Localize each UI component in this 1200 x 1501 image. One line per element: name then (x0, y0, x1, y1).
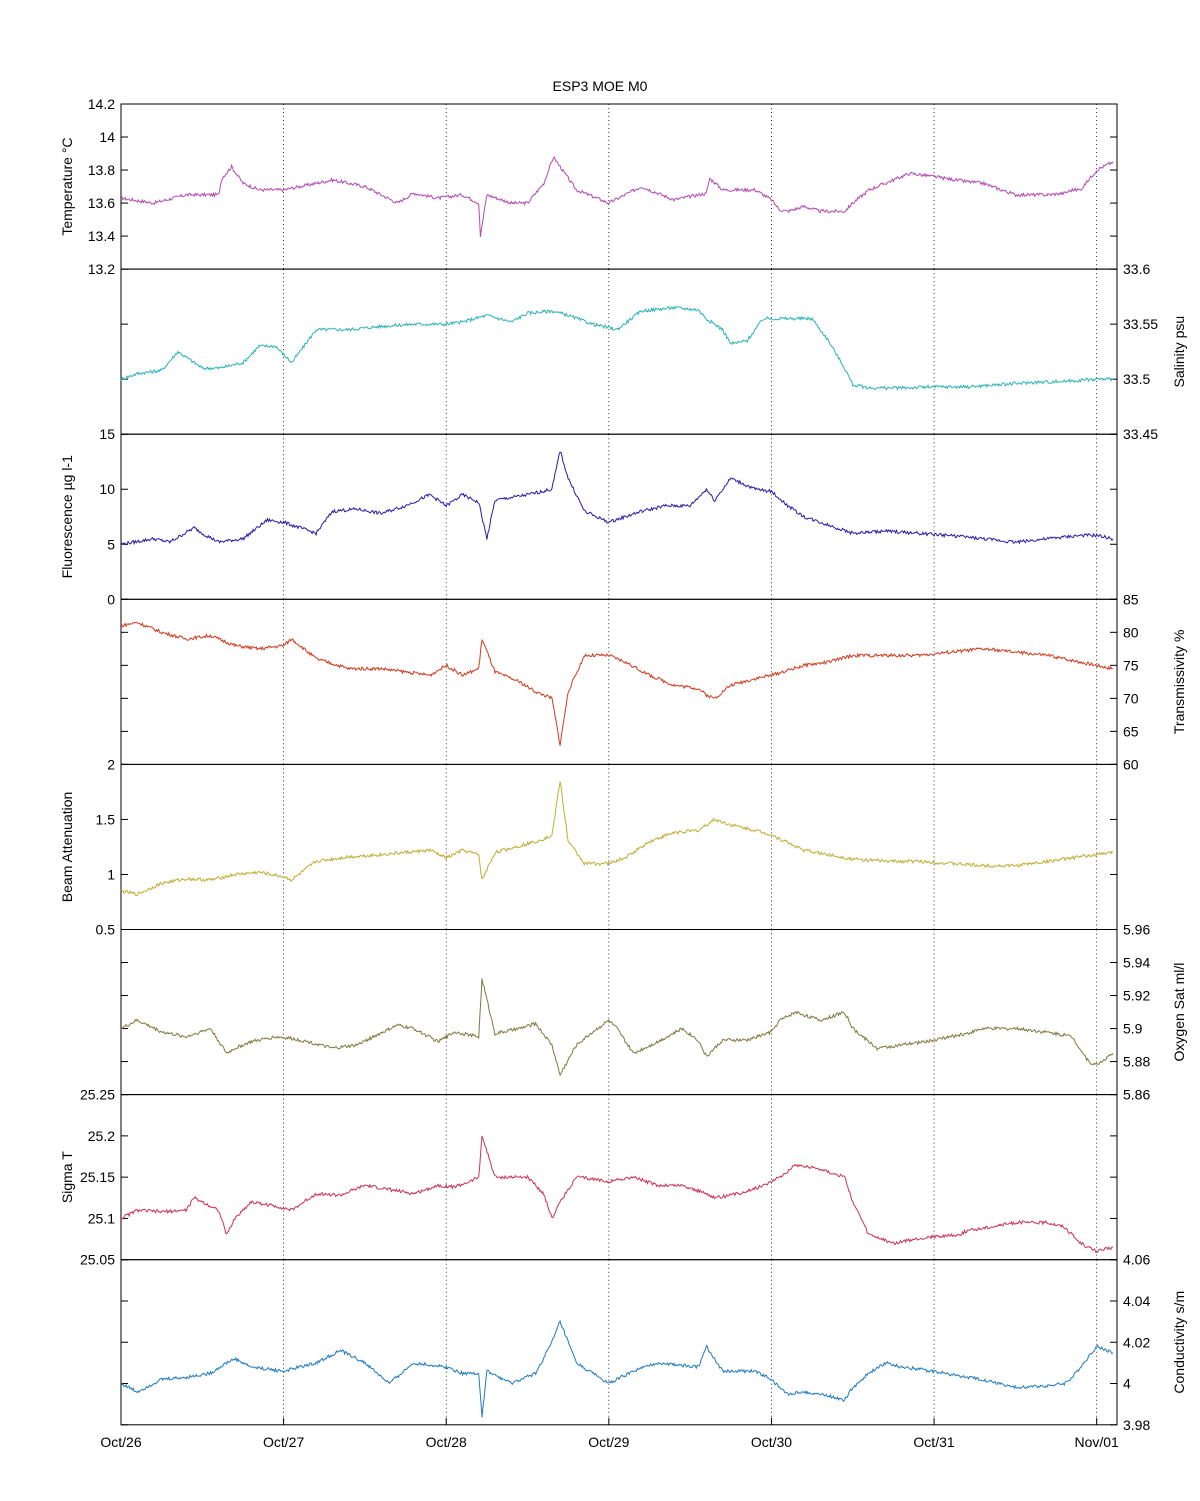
oxygen-sat-series-line (120, 978, 1114, 1077)
temperature-tick-label: 13.6 (88, 195, 115, 211)
fluorescence-tick-label: 15 (99, 426, 115, 442)
beam-attenuation-tick-label: 0.5 (96, 922, 116, 938)
transmissivity-tick-label: 70 (1123, 690, 1139, 706)
sigma-t-panel-frame (120, 1094, 1118, 1261)
fluorescence-tick-label: 10 (99, 481, 115, 497)
beam-attenuation-tick-label: 2 (107, 756, 115, 772)
conductivity-panel-frame (120, 1259, 1118, 1426)
temperature-axis-label: Temperature °C (59, 137, 75, 235)
oxygen-sat-tick-label: 5.9 (1123, 1021, 1143, 1037)
sigma-t-axis-label: Sigma T (59, 1151, 75, 1203)
salinity-tick-label: 33.6 (1123, 261, 1150, 277)
oxygen-sat-tick-label: 5.96 (1123, 922, 1150, 938)
temperature-panel-frame (120, 103, 1118, 270)
conductivity-tick-label: 4.06 (1123, 1252, 1150, 1268)
transmissivity-series-line (120, 621, 1113, 746)
temperature-tick-label: 13.8 (88, 162, 115, 178)
conductivity-tick-label: 3.98 (1123, 1417, 1150, 1433)
temperature-tick-label: 14.2 (88, 96, 115, 112)
oxygen-sat-tick-label: 5.86 (1123, 1087, 1150, 1103)
transmissivity-tick-label: 60 (1123, 756, 1139, 772)
transmissivity-panel-frame (120, 598, 1118, 765)
x-tick-label: Oct/30 (751, 1434, 792, 1450)
oxygen-sat-tick-label: 5.88 (1123, 1054, 1150, 1070)
salinity-tick-label: 33.55 (1123, 316, 1158, 332)
beam-attenuation-panel-frame (120, 763, 1118, 931)
sigma-t-series-line (120, 1135, 1114, 1253)
sigma-t-tick-label: 25.2 (88, 1128, 115, 1144)
conductivity-tick-label: 4.02 (1123, 1334, 1150, 1350)
oxygen-sat-tick-label: 5.94 (1123, 955, 1150, 971)
oxygen-sat-panel-frame (120, 929, 1118, 1096)
chart-title: ESP3 MOE M0 (552, 78, 648, 94)
temperature-tick-label: 13.4 (88, 228, 115, 244)
transmissivity-tick-label: 65 (1123, 723, 1139, 739)
salinity-axis-label: Salinity psu (1171, 316, 1187, 388)
transmissivity-axis-label: Transmissivity % (1171, 630, 1187, 735)
x-tick-label: Oct/27 (263, 1434, 304, 1450)
fluorescence-series-line (120, 451, 1114, 546)
fluorescence-axis-label: Fluorescence µg l-1 (59, 455, 75, 578)
oxygen-sat-tick-label: 5.92 (1123, 988, 1150, 1004)
sigma-t-tick-label: 25.05 (80, 1252, 115, 1268)
conductivity-series-line (120, 1319, 1114, 1418)
conductivity-axis-label: Conductivity s/m (1171, 1291, 1187, 1394)
fluorescence-panel-frame (120, 433, 1118, 600)
salinity-tick-label: 33.5 (1123, 371, 1150, 387)
salinity-series-line (120, 305, 1114, 391)
temperature-tick-label: 14 (99, 129, 115, 145)
x-tick-label: Nov/01 (1074, 1434, 1119, 1450)
temperature-tick-label: 13.2 (88, 261, 115, 277)
conductivity-tick-label: 4 (1123, 1376, 1131, 1392)
transmissivity-tick-label: 75 (1123, 657, 1139, 673)
x-tick-label: Oct/28 (426, 1434, 467, 1450)
beam-attenuation-series-line (120, 781, 1114, 897)
x-tick-label: Oct/29 (588, 1434, 629, 1450)
x-tick-label: Oct/31 (913, 1434, 954, 1450)
transmissivity-tick-label: 80 (1123, 624, 1139, 640)
salinity-tick-label: 33.45 (1123, 426, 1158, 442)
salinity-panel-frame (120, 268, 1118, 435)
sigma-t-tick-label: 25.25 (80, 1087, 115, 1103)
beam-attenuation-axis-label: Beam Attenuation (59, 792, 75, 903)
sigma-t-tick-label: 25.15 (80, 1169, 115, 1185)
x-tick-label: Oct/26 (100, 1434, 141, 1450)
beam-attenuation-tick-label: 1.5 (96, 811, 116, 827)
sigma-t-tick-label: 25.1 (88, 1210, 115, 1226)
transmissivity-tick-label: 85 (1123, 591, 1139, 607)
temperature-series-line (120, 156, 1114, 237)
oxygen-sat-axis-label: Oxygen Sat ml/l (1171, 963, 1187, 1062)
conductivity-tick-label: 4.04 (1123, 1293, 1150, 1309)
fluorescence-tick-label: 5 (107, 536, 115, 552)
fluorescence-tick-label: 0 (107, 591, 115, 607)
beam-attenuation-tick-label: 1 (107, 866, 115, 882)
